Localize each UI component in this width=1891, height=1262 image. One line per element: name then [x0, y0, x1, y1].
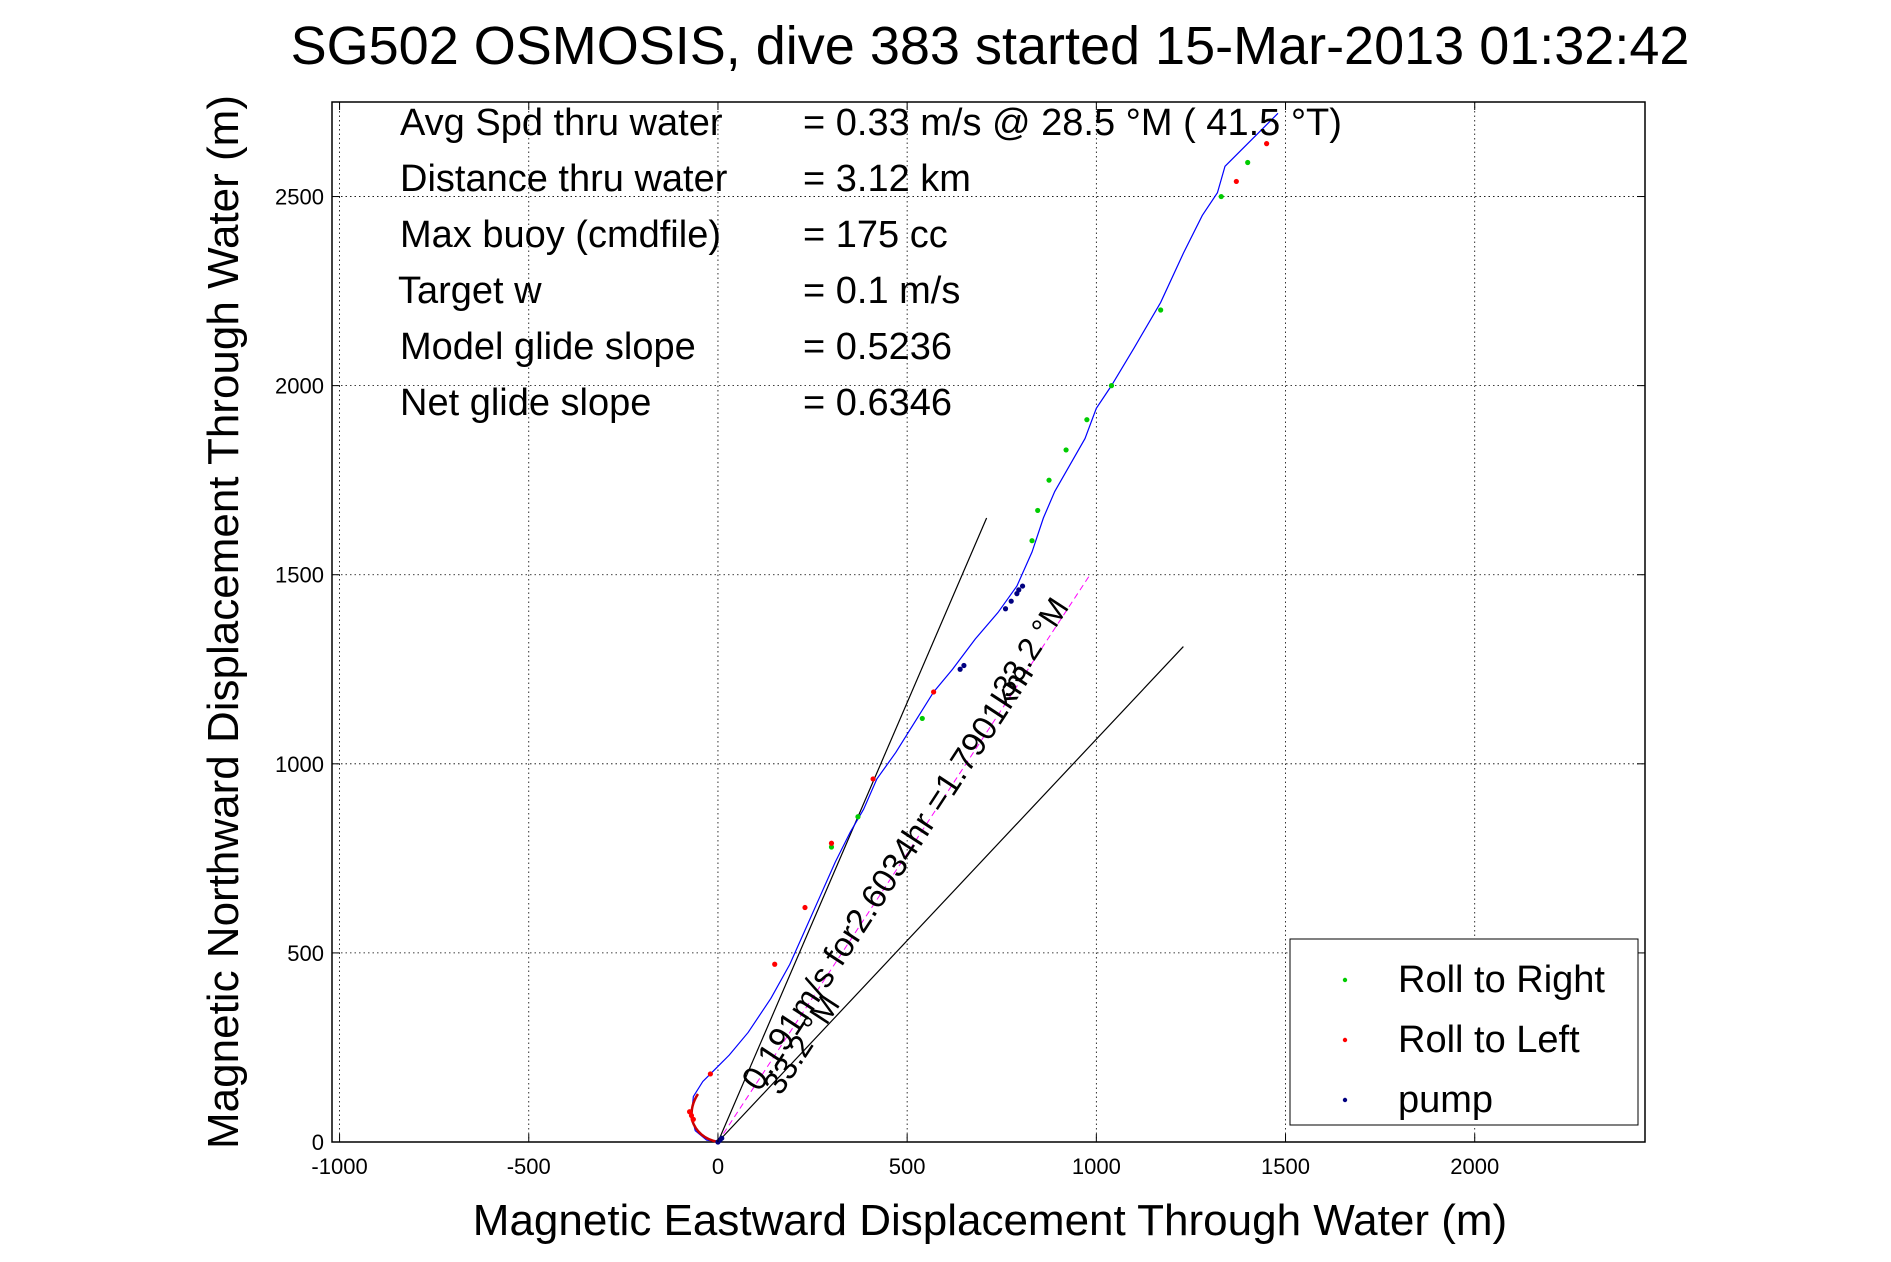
legend-box — [1289, 938, 1639, 1126]
y-axis-ticks: 0 500 1000 1500 2000 2500 — [275, 185, 1645, 1155]
y-axis-label: Magnetic Northward Displacement Through … — [199, 95, 248, 1149]
stat-value: = 3.12 km — [803, 158, 971, 200]
point-roll-to-left — [1233, 178, 1239, 185]
point-roll-to-right — [828, 844, 835, 850]
legend-marker — [1342, 977, 1348, 983]
stat-label: Net glide slope — [400, 382, 651, 424]
legend-marker — [1342, 1097, 1348, 1103]
reference-line-current — [717, 576, 1090, 1143]
point-pump — [961, 662, 967, 669]
x-tick-label: 1000 — [1072, 1154, 1121, 1179]
stat-value: = 0.33 m/s @ 28.5 °M ( 41.5 °T) — [803, 102, 1342, 144]
y-tick-label: 0 — [312, 1130, 324, 1155]
reference-line-limit-right — [717, 646, 1184, 1143]
x-tick-label: 0 — [712, 1154, 724, 1179]
stat-label: Avg Spd thru water — [400, 102, 723, 144]
point-roll-to-left — [931, 689, 937, 695]
y-tick-label: 500 — [287, 941, 324, 966]
point-roll-to-right — [1035, 507, 1041, 514]
point-pump — [957, 666, 963, 672]
points-layer — [686, 141, 1270, 1145]
x-axis-ticks: -1000 -500 0 500 1000 1500 2000 — [311, 102, 1499, 1179]
point-pump — [1019, 583, 1026, 589]
legend: Roll to Right Roll to Left pump — [1289, 938, 1639, 1126]
point-roll-to-right — [1158, 307, 1164, 313]
point-roll-to-right — [919, 715, 925, 722]
point-pump — [719, 1135, 725, 1141]
point-roll-to-right — [855, 814, 861, 820]
y-tick-label: 2000 — [275, 374, 324, 399]
point-roll-to-right — [1029, 538, 1035, 544]
reference-line-limit-left — [717, 517, 988, 1143]
point-roll-to-right — [1245, 159, 1251, 166]
point-roll-to-left — [802, 904, 808, 911]
point-roll-to-left — [1264, 141, 1270, 147]
stats-block: Avg Spd thru water = 0.33 m/s @ 28.5 °M (… — [398, 102, 1342, 424]
x-tick-label: -1000 — [311, 1154, 367, 1179]
point-pump — [1016, 587, 1022, 593]
x-tick-label: 500 — [889, 1154, 926, 1179]
point-roll-to-right — [1108, 383, 1115, 389]
point-roll-to-left — [828, 840, 835, 846]
x-axis-label: Magnetic Eastward Displacement Through W… — [473, 1196, 1507, 1245]
point-roll-to-right — [1084, 417, 1090, 423]
x-tick-label: 2000 — [1450, 1154, 1499, 1179]
point-pump — [1008, 598, 1014, 604]
legend-label: Roll to Left — [1398, 1019, 1580, 1061]
stat-value: = 0.5236 — [803, 326, 952, 368]
point-roll-to-left — [707, 1071, 713, 1077]
point-roll-to-left — [690, 1116, 696, 1122]
stat-label: Max buoy (cmdfile) — [400, 214, 721, 256]
glider-track — [690, 112, 1279, 1143]
legend-label: pump — [1398, 1079, 1493, 1121]
stat-label: Distance thru water — [400, 158, 728, 200]
point-roll-to-right — [1218, 193, 1224, 200]
x-tick-label: 1500 — [1261, 1154, 1310, 1179]
x-tick-label: -500 — [507, 1154, 551, 1179]
stat-value: = 0.1 m/s — [803, 270, 960, 312]
stat-label: Target w — [398, 270, 542, 312]
reference-lines — [717, 517, 1184, 1143]
stat-label: Model glide slope — [400, 326, 696, 368]
point-roll-to-right — [1046, 477, 1052, 483]
legend-label: Roll to Right — [1398, 959, 1605, 1001]
chart-title: SG502 OSMOSIS, dive 383 started 15-Mar-2… — [291, 16, 1690, 76]
point-roll-to-right — [1063, 447, 1069, 453]
stat-value: = 175 cc — [803, 214, 948, 256]
y-tick-label: 1500 — [275, 563, 324, 588]
point-roll-to-left — [870, 776, 876, 782]
y-tick-label: 2500 — [275, 185, 324, 210]
y-tick-label: 1000 — [275, 752, 324, 777]
stat-value: = 0.6346 — [803, 382, 952, 424]
legend-marker — [1342, 1037, 1348, 1043]
point-roll-to-left — [772, 961, 778, 967]
point-pump — [1002, 606, 1009, 612]
